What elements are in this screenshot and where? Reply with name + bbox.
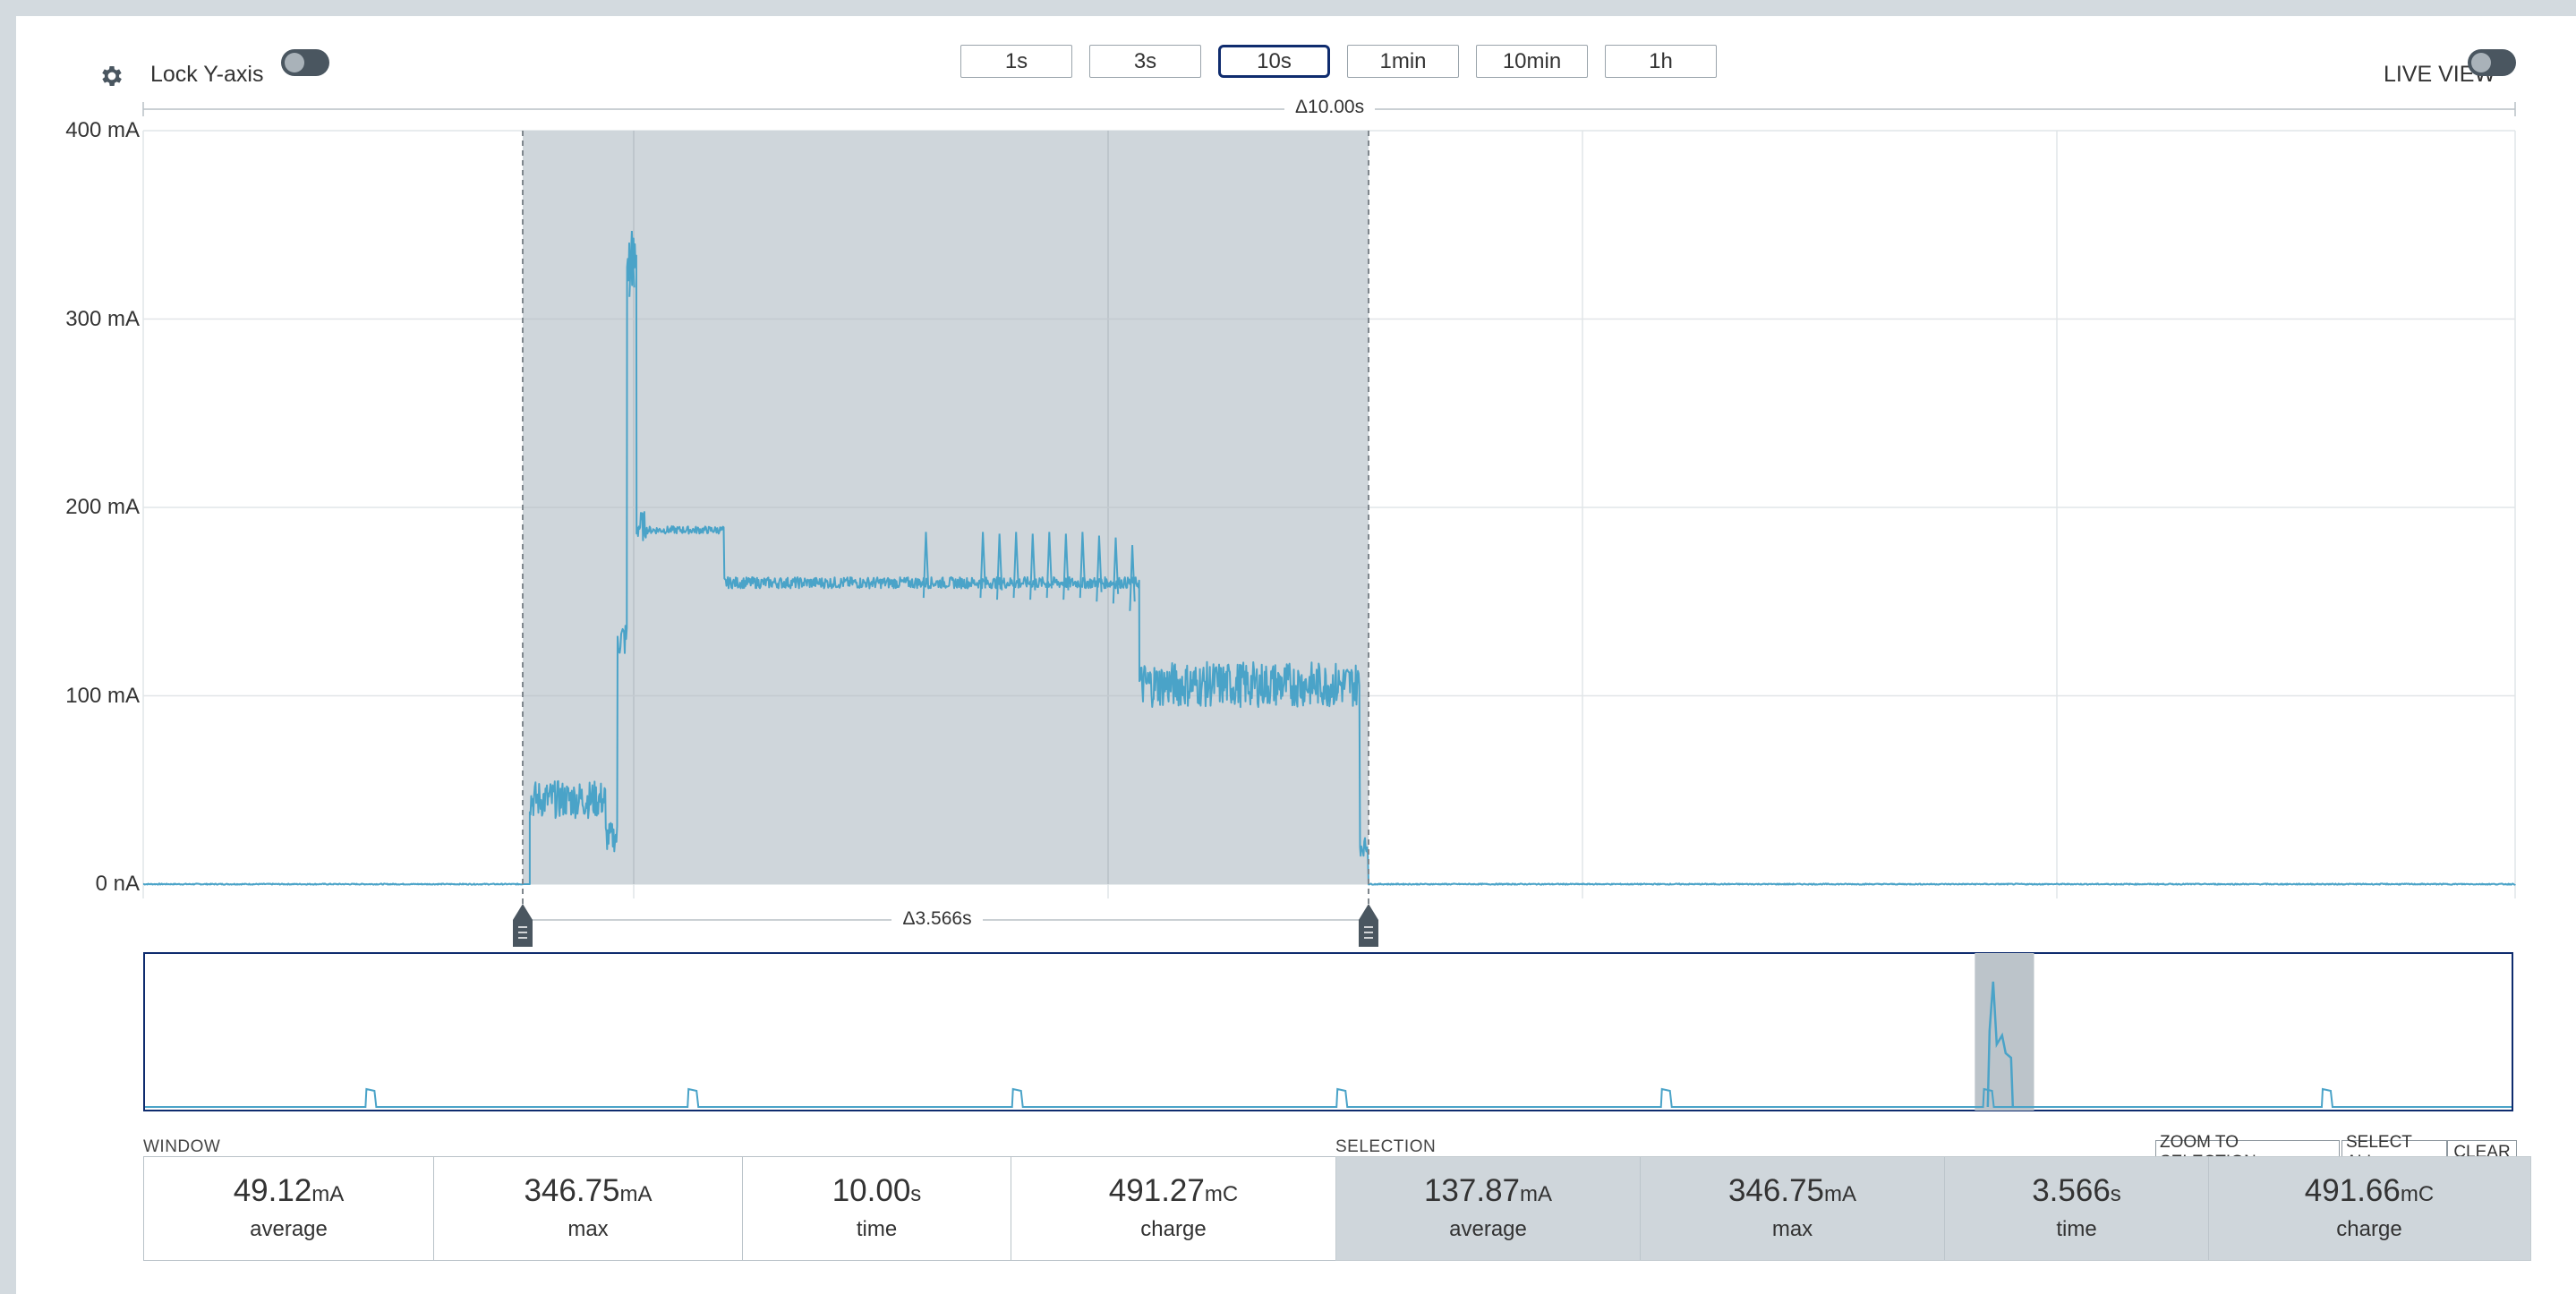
stat-label: max [1771,1217,1813,1241]
y-tick-label: 0 nA [95,872,140,896]
current-spike [1012,532,1019,599]
selection-stat-charge: 491.66mC charge [2209,1157,2529,1260]
selection-stat-max: 346.75mA max [1641,1157,1945,1260]
stat-value: 49.12mA [233,1173,345,1208]
time-range-button-1s[interactable]: 1s [960,45,1072,78]
current-spike [628,231,635,297]
selection-stat-average: 137.87mA average [1336,1157,1641,1260]
y-tick-label: 300 mA [65,306,140,331]
stat-value: 137.87mA [1423,1173,1553,1208]
window-section-label: WINDOW [143,1137,221,1156]
current-spike [1112,537,1120,604]
selection-stat-time: 3.566s time [1945,1157,2209,1260]
current-spike [979,532,986,599]
time-range-button-10min[interactable]: 10min [1476,45,1588,78]
window-stat-average: 49.12mA average [144,1157,434,1260]
current-spike [922,532,930,599]
current-spike [1062,533,1070,600]
current-trace [142,237,2516,886]
lock-y-axis-label: Lock Y-axis [150,62,264,87]
stat-value: 3.566s [2032,1173,2121,1208]
y-tick-label: 400 mA [65,118,140,142]
overview-trace [145,1087,2512,1108]
app-window: Lock Y-axis 1s 3s 10s 1min 10min 1h LIVE VIEW… [16,16,2576,1294]
overview-chart[interactable] [143,951,2515,1112]
stat-value: 10.00s [832,1173,922,1208]
lock-y-axis-toggle[interactable] [281,49,329,76]
selection-left-handle[interactable] [513,904,533,947]
stat-value: 346.75mA [524,1173,653,1208]
current-spike [1129,545,1136,611]
overview-burst [1986,981,2015,1108]
window-stat-max: 346.75mA max [434,1157,743,1260]
current-spike [1045,532,1053,599]
current-spike [1079,532,1087,599]
stat-value: 346.75mA [1727,1173,1857,1208]
time-range-button-3s[interactable]: 3s [1089,45,1201,78]
gear-icon[interactable] [98,63,125,89]
y-tick-label: 200 mA [65,495,140,519]
stat-label: charge [2336,1217,2402,1241]
selection-right-handle[interactable] [1358,904,1378,947]
stat-label: max [567,1217,609,1241]
stat-label: average [1449,1217,1527,1241]
window-duration-label: Δ10.00s [1284,97,1376,118]
window-stat-charge: 491.27mC charge [1011,1157,1335,1260]
overview-window-highlight [1975,953,2034,1111]
window-stat-time: 10.00s time [743,1157,1011,1260]
time-range-button-1min[interactable]: 1min [1347,45,1459,78]
stat-value: 491.27mC [1108,1173,1239,1208]
main-chart[interactable] [16,16,2576,965]
stat-label: charge [1140,1217,1207,1241]
time-range-button-1h[interactable]: 1h [1605,45,1717,78]
stat-label: time [856,1217,898,1241]
y-tick-label: 100 mA [65,683,140,708]
stat-label: time [2056,1217,2097,1241]
current-spike [996,533,1003,600]
selection-duration-label: Δ3.566s [891,908,983,930]
current-spike [1029,533,1036,600]
live-view-toggle[interactable] [2468,49,2516,76]
stat-value: 491.66mC [2304,1173,2435,1208]
time-range-button-10s[interactable]: 10s [1218,45,1330,78]
selection-section-label: SELECTION [1335,1137,1437,1156]
current-spike [1096,535,1103,602]
stat-label: average [250,1217,328,1241]
selection-stats: 137.87mA average 346.75mA max 3.566s time 491.… [1335,1156,2531,1261]
window-stats: 49.12mA average 346.75mA max 10.00s time 491.2… [143,1156,1337,1261]
